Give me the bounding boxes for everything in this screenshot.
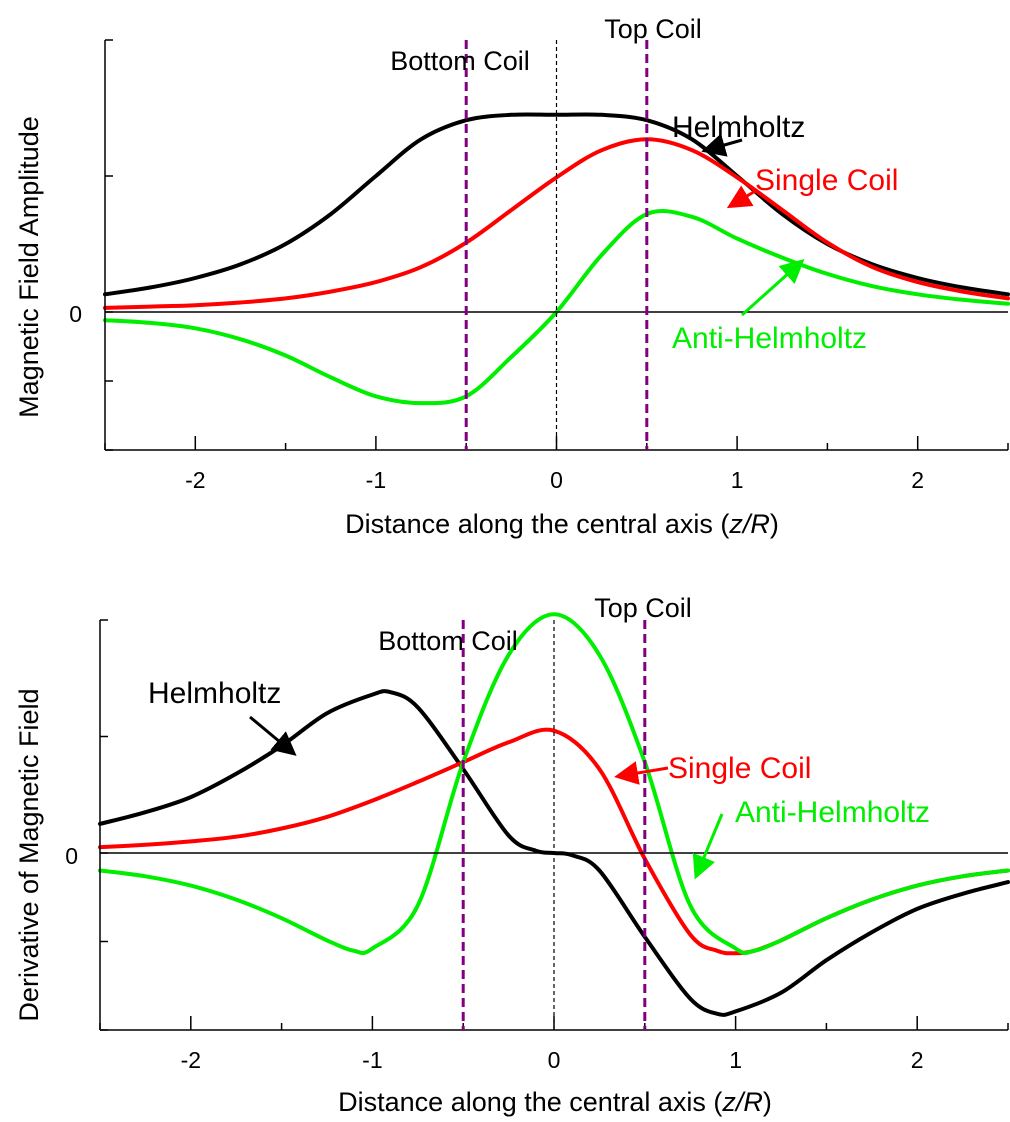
x-tick-label: 2: [911, 467, 924, 493]
series-single-coil: [103, 137, 1010, 310]
x-tick-label: -2: [181, 1047, 201, 1073]
y-axis-label: Derivative of Magnetic Field: [14, 688, 44, 1021]
annotation-helmholtz: Helmholtz: [672, 111, 805, 144]
panel-top: -2 -1 0 1 2 Magnetic Field Amplitude 0 Dista…: [14, 14, 1010, 539]
x-tick-label: -1: [366, 467, 386, 493]
axes-group: -2 -1 0 1 2: [99, 619, 1009, 1073]
annotation-helmholtz: Helmholtz: [148, 677, 281, 710]
annotation-anti-helmholtz: Anti-Helmholtz: [735, 796, 930, 829]
x-tick-label: 1: [729, 1047, 742, 1073]
arrow-helmholtz: [701, 133, 743, 157]
annotation-anti-helmholtz: Anti-Helmholtz: [672, 322, 867, 355]
x-tick-label: 1: [731, 467, 744, 493]
arrow-single-coil: [614, 761, 669, 785]
annotation-single-coil: Single Coil: [755, 164, 898, 197]
annotation-arrows: [249, 715, 724, 880]
arrow-anti-helmholtz: [740, 258, 805, 317]
top-coil-label: Top Coil: [604, 14, 702, 44]
arrow-single-coil: [726, 185, 758, 209]
y-tick-label-zero: 0: [69, 301, 82, 327]
x-tick-label: -2: [185, 467, 205, 493]
bottom-coil-label: Bottom Coil: [390, 46, 530, 76]
annotation-single-coil: Single Coil: [668, 752, 811, 785]
annotation-arrows: [701, 133, 805, 317]
x-tick-label: 0: [548, 1047, 561, 1073]
panel-bottom: -2 -1 0 1 2 Derivative of Magnetic Field 0 D…: [14, 593, 1010, 1117]
x-tick-label: 0: [550, 467, 563, 493]
axes-group: -2 -1 0 1 2: [104, 39, 1009, 493]
y-tick-label-zero: 0: [65, 843, 78, 869]
x-tick-label: -1: [362, 1047, 382, 1073]
x-axis-label: Distance along the central axis (z/R): [345, 509, 779, 539]
top-coil-label: Top Coil: [594, 593, 692, 623]
x-tick-label: 2: [911, 1047, 924, 1073]
arrow-anti-helmholtz: [692, 813, 724, 880]
arrow-helmholtz: [249, 715, 297, 756]
x-axis-label: Distance along the central axis (z/R): [338, 1087, 772, 1117]
series-anti-helmholtz: [98, 612, 1010, 956]
bottom-coil-label: Bottom Coil: [378, 626, 518, 656]
y-axis-label: Magnetic Field Amplitude: [14, 116, 44, 418]
